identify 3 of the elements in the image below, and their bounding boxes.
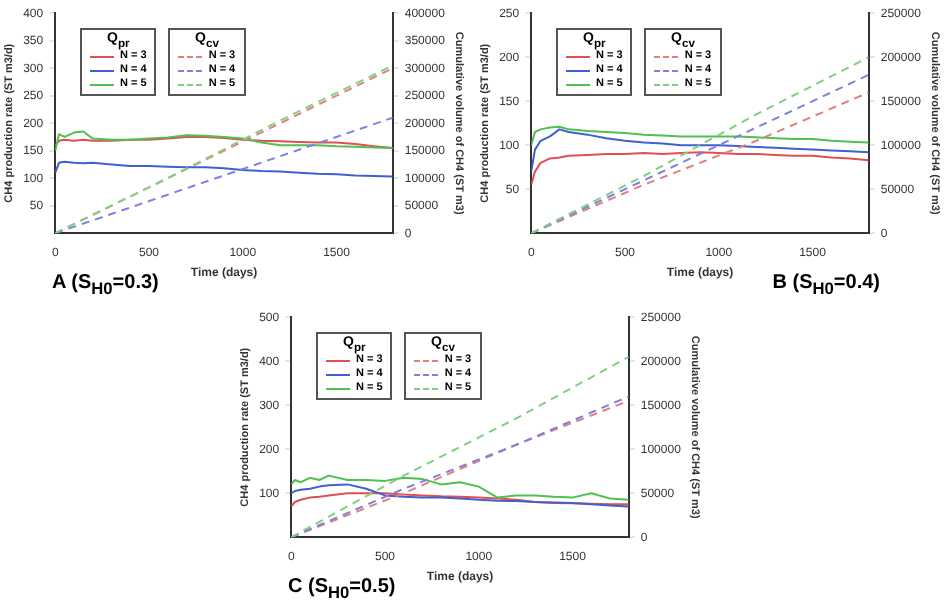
text: A (S$_{H0}$=0.3) bbox=[52, 272, 159, 298]
text: B (S$_{H0}$=0.4) bbox=[772, 272, 880, 298]
text: C (S$_{H0}$=0.5) bbox=[288, 576, 396, 602]
